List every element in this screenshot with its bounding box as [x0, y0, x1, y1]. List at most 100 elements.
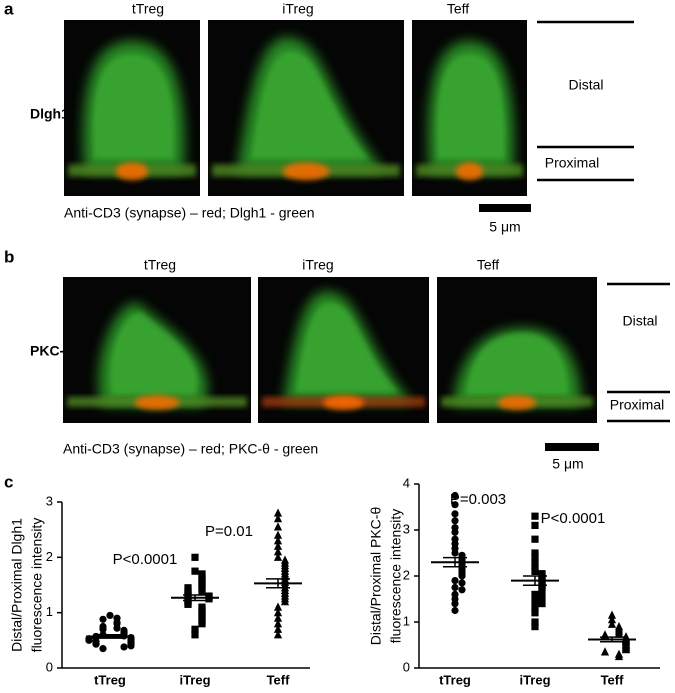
data-point — [191, 625, 199, 633]
scale-label: 5 μm — [489, 219, 520, 235]
micrograph — [437, 277, 597, 423]
data-point — [451, 491, 459, 500]
caption: Anti-CD3 (synapse) – red; Dlgh1 - green — [64, 205, 315, 221]
data-point — [205, 595, 213, 603]
error-bar — [443, 556, 467, 568]
data-point — [531, 549, 539, 557]
green-core — [92, 54, 174, 159]
data-point — [273, 619, 283, 628]
data-point — [273, 613, 283, 622]
zone-label: Proximal — [610, 397, 664, 413]
data-point — [531, 590, 539, 598]
data-point — [531, 521, 539, 529]
data-point — [99, 645, 107, 653]
data-point — [92, 640, 100, 648]
data-point — [280, 597, 290, 606]
data-point — [621, 645, 631, 654]
data-point — [273, 530, 283, 539]
zone-label: Proximal — [545, 155, 599, 171]
data-point — [458, 586, 466, 594]
error-bar — [523, 575, 547, 586]
data-point — [85, 636, 93, 644]
data-point — [451, 600, 459, 608]
data-point — [451, 517, 459, 525]
data-point — [531, 563, 539, 571]
p-value: P<0.0001 — [113, 551, 178, 568]
x-tick-label: Teff — [601, 672, 625, 687]
data-point — [273, 552, 283, 561]
data-point — [531, 554, 539, 562]
y-tick-label: 0 — [46, 659, 53, 674]
micrograph-content — [258, 277, 429, 423]
data-point — [607, 619, 617, 628]
y-axis-label: fluorescence intensity — [29, 518, 45, 653]
micrograph-content — [64, 20, 200, 196]
green-core — [465, 332, 569, 395]
column-title: tTreg — [132, 1, 164, 17]
data-point — [531, 512, 539, 520]
data-point — [184, 592, 192, 600]
data-point — [614, 628, 624, 638]
green-core — [110, 312, 198, 395]
data-point — [538, 600, 546, 608]
data-point — [531, 618, 539, 626]
x-tick-label: iTreg — [179, 672, 210, 687]
micrograph-content — [208, 20, 404, 196]
p-value: P<0.0001 — [541, 510, 606, 527]
scale-label: 5 μm — [552, 456, 583, 472]
data-point — [531, 609, 539, 617]
zone-lines — [607, 282, 670, 423]
data-point — [531, 535, 539, 543]
column-title: iTreg — [302, 257, 333, 273]
micrograph — [63, 277, 251, 423]
data-point — [273, 541, 283, 550]
data-point — [451, 528, 459, 536]
data-point — [451, 606, 459, 615]
p-value: P=0.01 — [205, 523, 253, 540]
zone-lines — [537, 20, 634, 182]
x-tick-label: Teff — [267, 672, 291, 687]
data-point — [614, 651, 624, 661]
panel-label: b — [4, 247, 14, 266]
column-title: Teff — [447, 1, 469, 17]
micrograph — [258, 277, 429, 423]
data-point — [600, 631, 610, 640]
data-point — [198, 584, 206, 592]
data-point — [273, 547, 283, 556]
y-tick-label: 4 — [403, 475, 410, 490]
micrograph-content — [412, 20, 527, 196]
row-label: PKC-θ — [30, 343, 72, 359]
data-point — [106, 611, 114, 620]
data-point — [458, 572, 466, 580]
data-point — [607, 615, 617, 624]
error-bar — [266, 578, 290, 589]
data-point — [273, 522, 283, 531]
y-tick-label: 1 — [46, 604, 53, 619]
data-point — [273, 608, 283, 617]
data-point — [191, 631, 199, 639]
zone-label: Distal — [622, 313, 657, 329]
micrograph — [64, 20, 200, 196]
y-axis-label: Distal/Proximal PKC-θ — [368, 507, 384, 646]
data-point — [538, 593, 546, 601]
data-point — [273, 508, 283, 517]
panel-label: c — [4, 472, 13, 491]
data-point — [451, 549, 459, 557]
data-point — [184, 600, 192, 608]
data-point — [531, 558, 539, 566]
y-tick-label: 2 — [403, 567, 410, 582]
zone-label: Distal — [568, 77, 603, 93]
data-point — [451, 577, 459, 585]
data-point — [198, 620, 206, 628]
data-point — [99, 625, 107, 633]
y-tick-label: 1 — [403, 613, 410, 628]
data-point — [120, 643, 128, 651]
data-point — [99, 615, 107, 623]
micrograph-content — [63, 277, 251, 423]
x-tick-label: iTreg — [519, 672, 550, 687]
row-label: Dlgh1 — [30, 106, 69, 122]
synapse-spot — [134, 395, 180, 410]
data-point — [531, 604, 539, 612]
data-point — [113, 624, 121, 632]
data-point — [451, 501, 459, 509]
